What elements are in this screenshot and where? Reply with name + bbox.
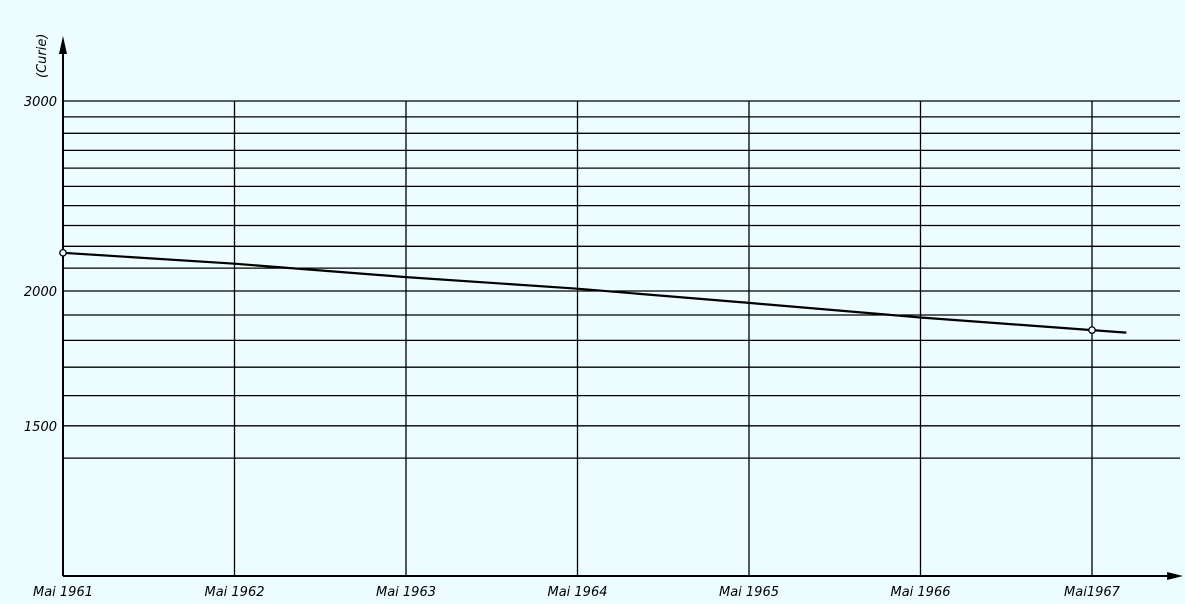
series-line [62, 251, 1127, 334]
data-points [59, 248, 1096, 334]
grid [63, 100, 1180, 576]
y-tick-label: 3000 [24, 95, 57, 110]
x-tick-label: Mai 1961 [33, 585, 93, 600]
x-tick-label: Mai 1963 [376, 585, 436, 600]
x-tick-label: Mai 1962 [204, 585, 264, 600]
tick-labels: 3000 2000 1500 Mai 1961 Mai 1962 Mai 1963 Mai … [24, 95, 1121, 600]
data-point [59, 248, 67, 257]
x-tick-label: Mai 1966 [890, 585, 950, 600]
x-tick-label: Mai1967 [1064, 585, 1121, 600]
y-axis-arrow [59, 36, 67, 54]
axes [59, 36, 1183, 580]
x-tick-label: Mai 1964 [547, 585, 607, 600]
x-tick-label: Mai 1965 [719, 585, 779, 600]
y-tick-label: 2000 [24, 285, 57, 300]
y-tick-label: 1500 [24, 420, 57, 435]
x-axis-arrow [1167, 572, 1183, 580]
series-layer [62, 251, 1127, 334]
data-point [1088, 326, 1096, 334]
y-axis-title: (Curie) [35, 34, 50, 78]
